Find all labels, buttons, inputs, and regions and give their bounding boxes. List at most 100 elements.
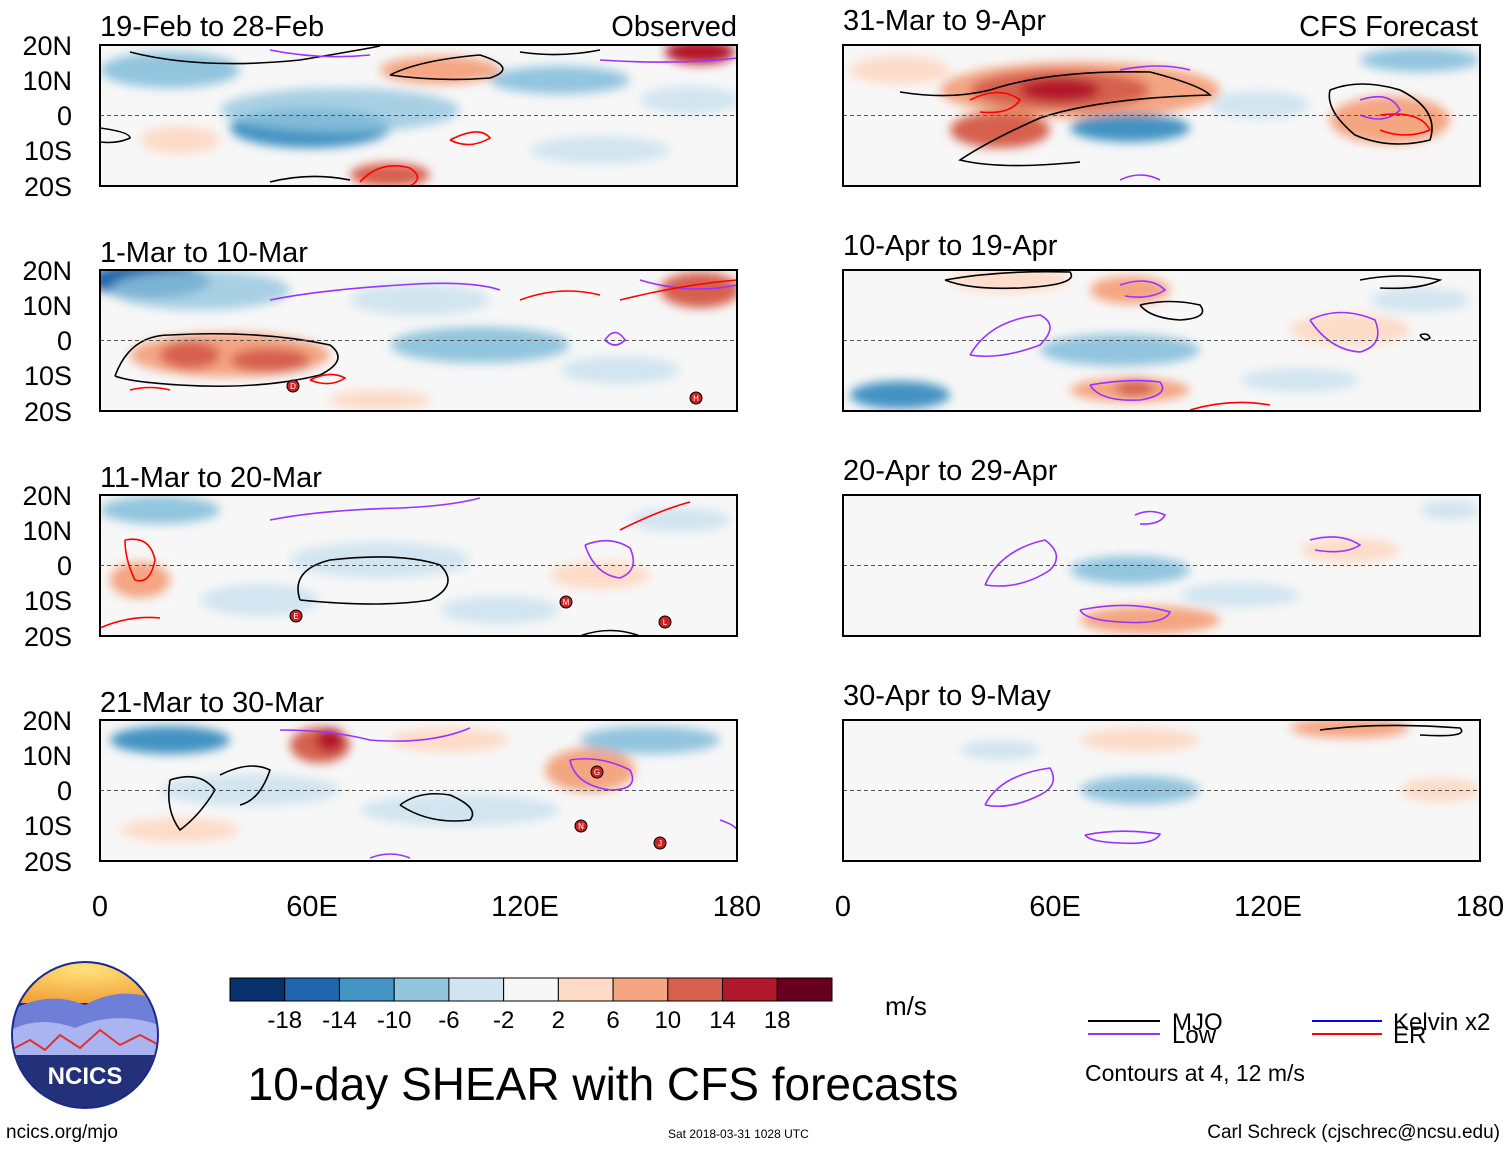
colorbar-swatch (503, 977, 559, 1002)
page-title: 10-day SHEAR with CFS forecasts (248, 1058, 959, 1110)
legend-item-low: Low (1088, 1022, 1217, 1049)
lat-tick: 20S (24, 622, 72, 652)
panel-forecast-1 (842, 44, 1481, 187)
svg-text:N: N (578, 822, 584, 831)
lon-tick: 120E (1234, 891, 1302, 923)
colorbar-tick: -2 (493, 1007, 514, 1034)
lon-tick: 120E (491, 891, 559, 923)
legend: MJO Kelvin x2 Low ER Contours at 4, 12 m… (1085, 1009, 1490, 1086)
colorbar-tick: -10 (377, 1007, 412, 1034)
panel-forecast-2 (842, 269, 1481, 412)
storm-marker: G (590, 765, 604, 779)
colorbar-swatch (612, 977, 669, 1002)
period-title: 1-Mar to 10-Mar (100, 237, 308, 269)
period-title: 20-Apr to 29-Apr (843, 455, 1058, 487)
colorbar-swatch (557, 977, 614, 1002)
lon-tick: 60E (286, 891, 338, 923)
legend-item-mjo: MJO (1088, 1009, 1223, 1036)
lon-tick: 0 (92, 891, 108, 923)
lat-tick: 20N (22, 256, 72, 286)
lat-tick: 20S (24, 172, 72, 202)
lat-tick: 10S (24, 361, 72, 391)
legend-label: Kelvin x2 (1393, 1009, 1490, 1036)
colorbar-swatch (229, 977, 286, 1002)
lat-tick: 10S (24, 586, 72, 616)
storm-marker: E (289, 609, 303, 623)
panel-observed-3 (99, 494, 738, 637)
panel-forecast-3 (842, 494, 1481, 637)
storm-marker: D (286, 379, 300, 393)
legend-item-kelvin: Kelvin x2 (1312, 1009, 1490, 1036)
timestamp: Sat 2018-03-31 1028 UTC (668, 1127, 809, 1141)
lat-tick: 10N (22, 516, 72, 546)
period-title: 30-Apr to 9-May (843, 680, 1051, 712)
colorbar-swatch (776, 977, 833, 1002)
credit: Carl Schreck (cjschrec@ncsu.edu) (1207, 1122, 1500, 1143)
period-title: 21-Mar to 30-Mar (100, 687, 324, 719)
colorbar-swatch (667, 977, 724, 1002)
lat-tick: 20N (22, 706, 72, 736)
panel-observed-1 (99, 44, 738, 187)
svg-text:H: H (693, 394, 699, 403)
storm-marker: M (559, 595, 573, 609)
period-title: 10-Apr to 19-Apr (843, 230, 1058, 262)
colorbar-tick: 2 (552, 1007, 565, 1034)
svg-text:L: L (663, 618, 668, 627)
latitude-axis: 20N 10N 0 10S 20S 20N 10N 0 10S 20S 20N … (22, 31, 72, 877)
storm-marker: N (574, 819, 588, 833)
legend-item-er: ER (1312, 1022, 1426, 1049)
storm-marker: H (689, 391, 703, 405)
colorbar-swatch (448, 977, 505, 1002)
lon-tick: 60E (1029, 891, 1081, 923)
panel-forecast-4 (842, 719, 1481, 862)
colorbar-tick: -18 (267, 1007, 302, 1034)
lat-tick: 20S (24, 847, 72, 877)
longitude-axis: 0 60E 120E 180 0 60E 120E 180 (92, 891, 1504, 923)
svg-text:J: J (658, 839, 662, 848)
colorbar: -18 -14 -10 -6 -2 2 6 10 14 18 (229, 977, 833, 1034)
panel-observed-2 (99, 269, 738, 412)
lat-tick: 10N (22, 291, 72, 321)
period-title: 31-Mar to 9-Apr (843, 5, 1046, 37)
lat-tick: 0 (57, 551, 72, 581)
logo-text: NCICS (48, 1063, 123, 1090)
colorbar-swatch (722, 977, 778, 1002)
colorbar-tick: -14 (322, 1007, 357, 1034)
lon-tick: 180 (713, 891, 761, 923)
storm-symbols: D H E M L G N J (286, 379, 703, 850)
lon-tick: 0 (835, 891, 851, 923)
legend-label: ER (1393, 1022, 1426, 1049)
colorbar-swatch (284, 977, 340, 1002)
svg-text:E: E (293, 612, 298, 621)
svg-text:D: D (290, 382, 296, 391)
lat-tick: 20N (22, 31, 72, 61)
period-title: 11-Mar to 20-Mar (100, 462, 322, 494)
legend-label: Low (1172, 1022, 1217, 1049)
colorbar-swatch (393, 977, 450, 1002)
lat-tick: 10N (22, 66, 72, 96)
lat-tick: 10S (24, 811, 72, 841)
colorbar-swatch (338, 977, 395, 1002)
colorbar-tick: 10 (654, 1007, 681, 1034)
storm-marker: J (653, 836, 667, 850)
lon-tick: 180 (1456, 891, 1504, 923)
lat-tick: 20S (24, 397, 72, 427)
ncics-logo: NCICS (11, 961, 159, 1109)
colorbar-tick: -6 (438, 1007, 459, 1034)
lat-tick: 10N (22, 741, 72, 771)
observed-label: Observed (611, 11, 737, 43)
website-link[interactable]: ncics.org/mjo (6, 1122, 118, 1143)
colorbar-tick: 18 (764, 1007, 791, 1034)
svg-text:G: G (594, 768, 600, 777)
forecast-label: CFS Forecast (1299, 11, 1478, 43)
lat-tick: 0 (57, 776, 72, 806)
period-title: 19-Feb to 28-Feb (100, 11, 324, 43)
svg-text:M: M (563, 598, 570, 607)
colorbar-tick: 6 (606, 1007, 619, 1034)
contour-note: Contours at 4, 12 m/s (1085, 1060, 1305, 1086)
lat-tick: 20N (22, 481, 72, 511)
lat-tick: 0 (57, 326, 72, 356)
colorbar-unit: m/s (885, 991, 927, 1021)
legend-label: MJO (1172, 1009, 1223, 1036)
